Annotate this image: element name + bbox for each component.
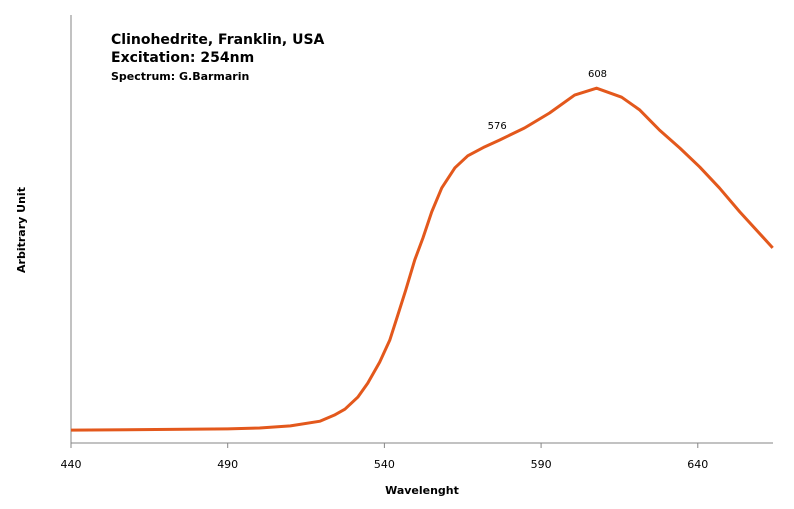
chart-title: Clinohedrite, Franklin, USA — [111, 32, 325, 48]
peak-label: 576 — [488, 121, 507, 132]
x-tick-label: 490 — [217, 458, 238, 471]
x-tick-label: 540 — [374, 458, 395, 471]
chart-subtitle: Excitation: 254nm — [111, 50, 254, 66]
x-axis-title: Wavelenght — [385, 484, 459, 497]
x-tick-label: 440 — [61, 458, 82, 471]
spectrum-line — [70, 86, 774, 432]
chart-credit: Spectrum: G.Barmarin — [111, 70, 249, 83]
x-tick-label: 640 — [687, 458, 708, 471]
x-tick-label: 590 — [531, 458, 552, 471]
peak-label: 608 — [588, 69, 607, 80]
y-axis-title: Arbitrary Unit — [15, 187, 28, 273]
